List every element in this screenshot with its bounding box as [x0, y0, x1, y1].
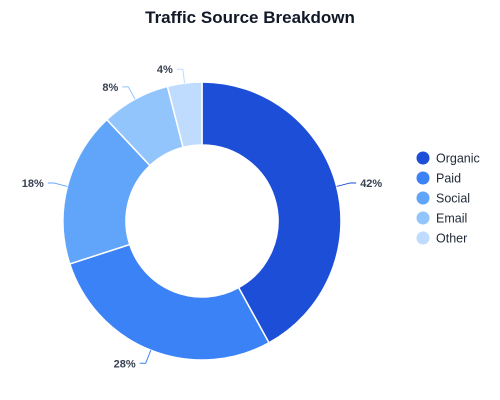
leader-paid — [139, 350, 152, 364]
legend-label-social: Social — [436, 192, 470, 206]
donut-slices — [62, 81, 342, 361]
label-social: 18% — [22, 178, 44, 190]
label-other: 4% — [157, 64, 173, 76]
legend-marker-other — [416, 231, 430, 245]
legend-item-social[interactable]: Social — [416, 191, 471, 206]
legend-item-email[interactable]: Email — [416, 211, 468, 226]
chart-title: Traffic Source Breakdown — [145, 8, 355, 27]
legend: Organic Paid Social Email Other — [416, 151, 480, 246]
legend-item-paid[interactable]: Paid — [416, 171, 462, 186]
leader-other — [176, 68, 186, 84]
legend-label-other: Other — [436, 232, 467, 246]
legend-label-email: Email — [436, 212, 467, 226]
slice-social[interactable] — [62, 118, 152, 265]
leader-social — [47, 182, 68, 187]
legend-item-organic[interactable]: Organic — [416, 151, 480, 166]
leader-organic — [336, 182, 357, 187]
legend-marker-organic — [416, 151, 430, 165]
label-email: 8% — [102, 82, 118, 94]
legend-label-paid: Paid — [436, 172, 461, 186]
label-paid: 28% — [114, 358, 136, 370]
label-organic: 42% — [360, 178, 382, 190]
leader-email — [122, 86, 136, 100]
slice-other[interactable] — [166, 81, 203, 149]
legend-marker-email — [416, 211, 430, 225]
slice-labels: 42% 28% 18% 8% 4% — [22, 64, 383, 370]
legend-marker-paid — [416, 171, 430, 185]
legend-label-organic: Organic — [436, 152, 480, 166]
slice-paid[interactable] — [68, 243, 270, 361]
legend-marker-social — [416, 191, 430, 205]
label-leaders — [47, 68, 357, 364]
slice-organic[interactable] — [201, 81, 342, 344]
legend-item-other[interactable]: Other — [416, 231, 468, 246]
